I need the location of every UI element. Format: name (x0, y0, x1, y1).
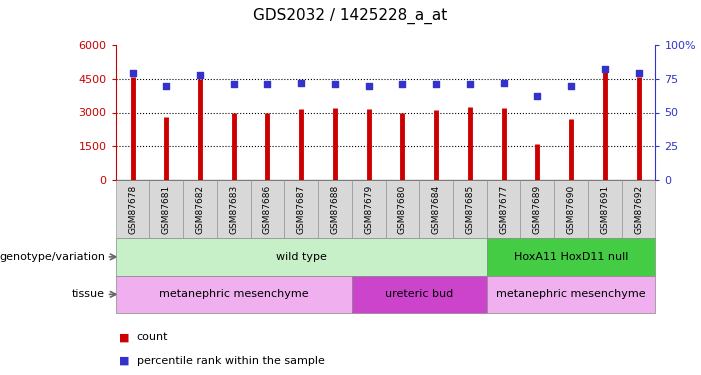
Text: ureteric bud: ureteric bud (385, 290, 454, 299)
Point (329, 81, 341, 87)
Text: count: count (137, 333, 168, 342)
Text: GSM87681: GSM87681 (162, 184, 171, 234)
Text: GSM87685: GSM87685 (465, 184, 475, 234)
Text: GSM87682: GSM87682 (196, 184, 205, 234)
Text: ■: ■ (119, 333, 130, 342)
Text: GSM87683: GSM87683 (229, 184, 238, 234)
Point (363, 82, 374, 88)
Text: GSM87686: GSM87686 (263, 184, 272, 234)
Text: GSM87678: GSM87678 (128, 184, 137, 234)
Text: GSM87680: GSM87680 (398, 184, 407, 234)
Text: genotype/variation: genotype/variation (0, 252, 105, 262)
Text: GSM87690: GSM87690 (566, 184, 576, 234)
Point (397, 81, 408, 87)
Text: GSM87679: GSM87679 (365, 184, 373, 234)
Text: metanephric mesenchyme: metanephric mesenchyme (159, 290, 308, 299)
Text: GSM87684: GSM87684 (432, 184, 441, 234)
Text: GDS2032 / 1425228_a_at: GDS2032 / 1425228_a_at (253, 8, 448, 24)
Point (127, 70, 138, 76)
Point (194, 72, 205, 78)
Point (498, 80, 509, 86)
Point (296, 80, 307, 86)
Text: GSM87689: GSM87689 (533, 184, 542, 234)
Point (464, 81, 475, 87)
Point (228, 81, 239, 87)
Point (532, 93, 543, 99)
Text: GSM87677: GSM87677 (499, 184, 508, 234)
Point (599, 66, 611, 72)
Point (161, 82, 172, 88)
Text: GSM87687: GSM87687 (297, 184, 306, 234)
Point (566, 82, 577, 88)
Point (430, 81, 442, 87)
Text: metanephric mesenchyme: metanephric mesenchyme (496, 290, 646, 299)
Text: percentile rank within the sample: percentile rank within the sample (137, 356, 325, 366)
Text: HoxA11 HoxD11 null: HoxA11 HoxD11 null (514, 252, 628, 262)
Text: GSM87692: GSM87692 (634, 184, 643, 234)
Text: GSM87688: GSM87688 (330, 184, 339, 234)
Text: GSM87691: GSM87691 (600, 184, 609, 234)
Text: tissue: tissue (72, 290, 105, 299)
Point (262, 81, 273, 87)
Text: ■: ■ (119, 356, 130, 366)
Text: wild type: wild type (275, 252, 327, 262)
Point (633, 70, 644, 76)
